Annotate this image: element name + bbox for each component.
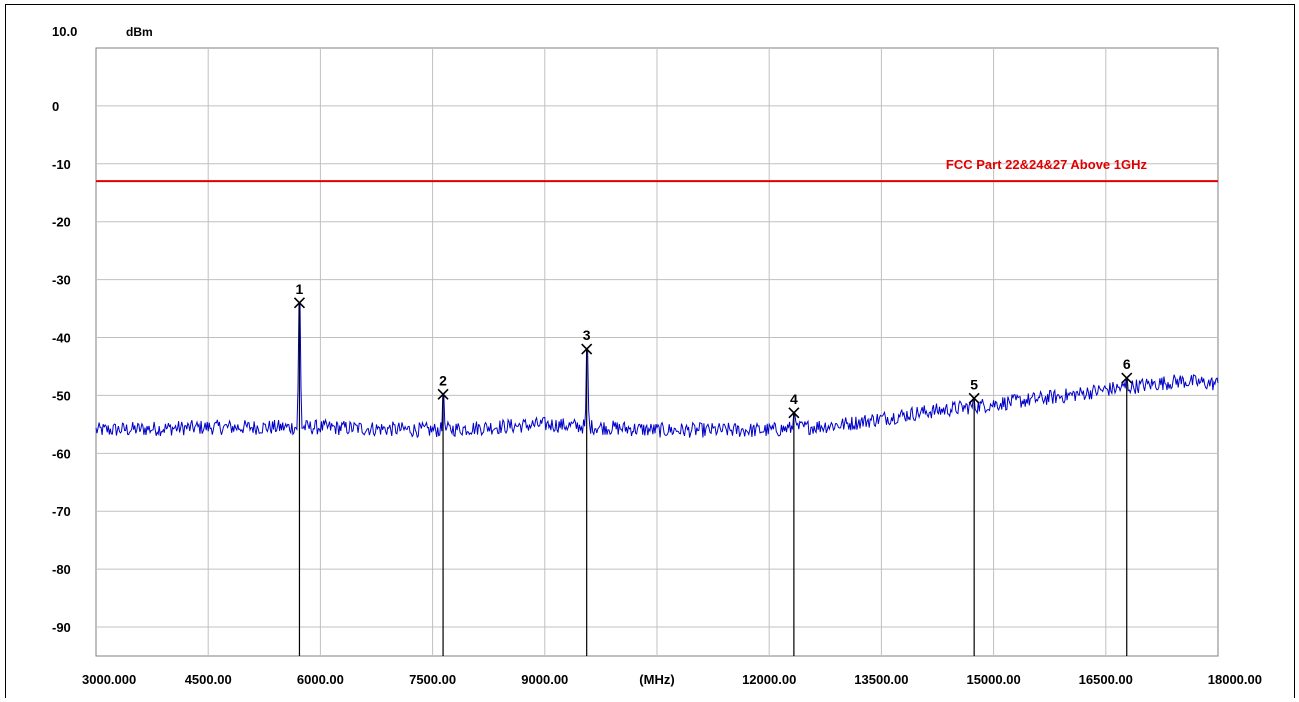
x-axis-ticks: 3000.000 4500.00 6000.00 7500.00 9000.00 (MHz… [82,672,1262,687]
spectrum-trace [95,302,1219,439]
marker-label: 2 [439,372,447,388]
y-tick-label: -50 [52,388,71,403]
x-tick-label: 12000.00 [742,672,796,687]
marker-label: 4 [790,391,798,407]
y-tick-label: -20 [52,215,71,230]
marker-x-icon [1121,372,1133,384]
marker-1: 1 [293,281,306,656]
markers: 1 2 3 4 5 6 [293,281,1133,656]
marker-5: 5 [968,376,980,656]
marker-label: 5 [970,376,978,392]
marker-x-icon [788,407,800,419]
marker-3: 3 [581,327,593,656]
marker-4: 4 [788,391,800,656]
marker-label: 3 [583,327,591,343]
y-tick-label: -10 [52,157,71,172]
y-unit-label: dBm [126,25,153,39]
marker-label: 1 [296,281,304,297]
plot-frame [5,4,1295,698]
x-tick-label: 18000.00 [1208,672,1262,687]
y-tick-label: -70 [52,504,71,519]
grid [95,47,1219,657]
marker-x-icon [968,392,980,404]
x-tick-label: (MHz) [639,672,674,687]
x-tick-label: 16500.00 [1079,672,1133,687]
marker-x-icon [437,388,449,400]
limit-line-label: FCC Part 22&24&27 Above 1GHz [946,157,1148,172]
marker-label: 6 [1123,356,1131,372]
x-tick-label: 15000.00 [966,672,1020,687]
y-tick-label: 10.0 [52,24,77,39]
y-tick-label: -60 [52,446,71,461]
x-tick-label: 6000.00 [297,672,344,687]
y-tick-label: -80 [52,562,71,577]
y-tick-label: 0 [52,99,59,114]
x-tick-label: 13500.00 [854,672,908,687]
y-tick-label: -40 [52,331,71,346]
x-tick-label: 7500.00 [409,672,456,687]
y-tick-label: -30 [52,273,71,288]
x-tick-label: 9000.00 [521,672,568,687]
marker-x-icon [581,343,593,355]
y-tick-label: -90 [52,620,71,635]
marker-x-icon [293,297,306,309]
x-tick-label: 4500.00 [185,672,232,687]
marker-2: 2 [437,372,449,656]
x-tick-label: 3000.000 [82,672,136,687]
marker-6: 6 [1121,356,1133,656]
y-axis-ticks: 10.0 0 -10 -20 -30 -40 -50 -60 -70 -80 -90 [52,24,77,635]
